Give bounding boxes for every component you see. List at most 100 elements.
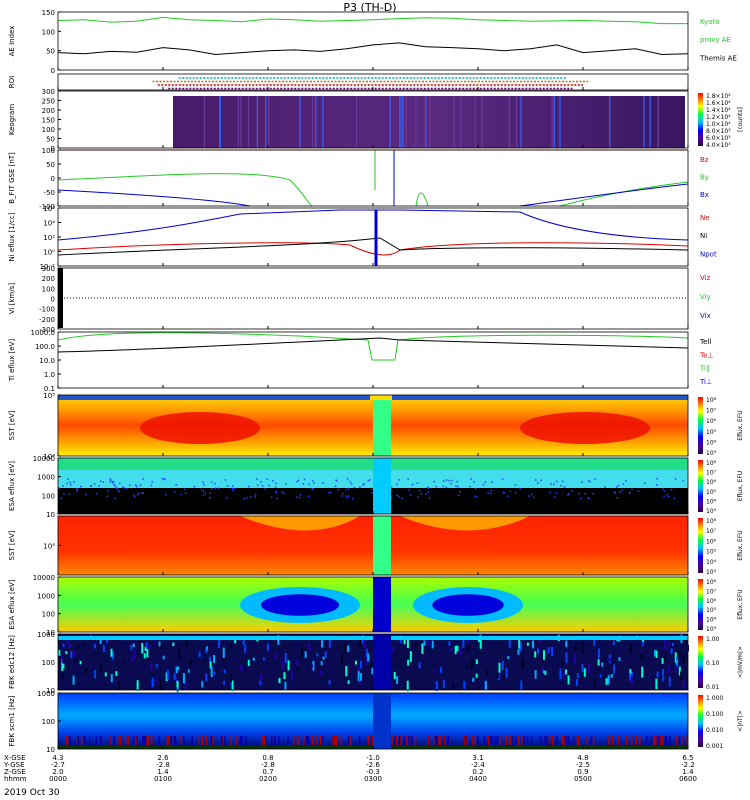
- esa-electron-speckle: [70, 484, 72, 486]
- fbk-e-pixel: [682, 655, 685, 664]
- esa-electron-speckle: [581, 481, 583, 484]
- y-tick-label: 50: [46, 48, 55, 56]
- fbk-e-pixel: [141, 643, 144, 654]
- ae-series-0: [57, 16, 688, 25]
- esa-electron-speckle: [275, 482, 277, 485]
- esa-electron-speckle: [490, 481, 493, 484]
- y-tick-label: 100: [42, 126, 55, 134]
- colorbar-tick: 0.01: [706, 684, 720, 691]
- esa-electron-speckle: [66, 478, 69, 480]
- fbk-e-pixel: [347, 680, 350, 685]
- fbk-b-pixel: [639, 736, 641, 746]
- esa-electron-speckle: [116, 487, 118, 490]
- fbk-e-pixel: [82, 643, 85, 647]
- keogram-streak: [299, 96, 301, 148]
- y-tick-label: -100: [39, 306, 55, 314]
- esa-electron-speckle: [396, 483, 398, 486]
- x-tick-label: 3.1: [472, 754, 483, 762]
- fbk-e-pixel: [184, 680, 187, 690]
- esa-electron-speckle: [619, 491, 621, 493]
- fbk-b-pixel: [505, 736, 508, 746]
- fbk-b-pixel: [235, 736, 237, 746]
- colorbar-esa_e: [698, 460, 703, 512]
- fbk-b-pixel: [119, 736, 121, 746]
- fbk-e-pixel: [534, 651, 537, 658]
- fbk-e-pixel: [287, 660, 290, 671]
- esa-electron-speckle: [549, 491, 551, 494]
- y-tick-label: 10: [46, 511, 55, 519]
- y-tick-label: 10.0: [39, 357, 55, 365]
- x-tick-label: 0500: [574, 775, 592, 783]
- esa-electron-speckle: [484, 481, 486, 483]
- fbk-e-pixel: [439, 667, 442, 673]
- esa-electron-speckle: [330, 491, 332, 493]
- colorbar-tick: 10⁵: [706, 489, 717, 496]
- fbk-e-pixel: [433, 669, 436, 673]
- fbk-e-pixel: [252, 657, 255, 661]
- fbk-e-pixel: [599, 674, 602, 678]
- fbk-b-pixel: [577, 736, 580, 746]
- fbk-e-pixel: [407, 659, 410, 666]
- fbk-b-pixel: [497, 736, 499, 746]
- fbk-b-pixel: [305, 736, 308, 746]
- esa-electron-speckle: [468, 485, 471, 488]
- y-axis-label-roi: ROI: [8, 76, 16, 88]
- fbk-e-pixel: [225, 647, 228, 652]
- esa-electron-speckle: [256, 484, 259, 486]
- fbk-b-pixel: [508, 736, 511, 746]
- fbk-b-pixel: [448, 736, 451, 746]
- fbk-b-pixel: [463, 736, 466, 746]
- esa-electron-speckle: [254, 496, 256, 498]
- fbk-b-pixel: [270, 736, 273, 746]
- fbk-b-pixel: [166, 736, 169, 746]
- y-tick-label: 10⁻²: [40, 263, 56, 271]
- fbk-e-pixel: [61, 655, 64, 663]
- colorbar-tick: 0.100: [706, 711, 723, 718]
- esa-electron-speckle: [425, 493, 427, 495]
- esa-electron-speckle: [99, 480, 102, 482]
- fbk-e-pixel: [208, 656, 211, 661]
- fbk-b-pixel: [191, 736, 194, 746]
- fbk-b-pixel: [678, 736, 681, 746]
- esa-electron-speckle: [180, 493, 182, 496]
- fbk-e-pixel: [104, 672, 107, 677]
- fbk-e-pixel: [278, 678, 281, 684]
- fbk-e-pixel: [283, 672, 286, 680]
- esa-electron-speckle: [589, 480, 591, 483]
- y-axis-label-esa_e: ESA eflux [eV]: [8, 461, 16, 511]
- legend-entry: Ni: [700, 232, 707, 240]
- fbk-e-pixel: [136, 680, 139, 692]
- esa-electron-speckle: [662, 488, 664, 490]
- fbk-e-pixel: [110, 674, 113, 683]
- fbk-e-pixel: [450, 646, 453, 652]
- fbk-b-pixel: [576, 736, 579, 746]
- fbk-b-pixel: [398, 736, 401, 746]
- temperature-tell: [57, 332, 689, 361]
- fbk-e-pixel: [357, 670, 360, 682]
- esa-electron-speckle: [442, 480, 445, 482]
- fbk-b-pixel: [521, 736, 523, 746]
- esa-electron-speckle: [407, 478, 409, 480]
- esa-electron-speckle: [410, 494, 412, 496]
- keogram-streak: [453, 96, 455, 148]
- esa-electron-speckle: [69, 481, 71, 484]
- fbk-e-pixel: [551, 646, 554, 656]
- fbk-e-pixel: [670, 648, 673, 653]
- esa-electron-speckle: [90, 485, 92, 487]
- fbk-e-pixel: [544, 670, 547, 675]
- fbk-b-pixel: [230, 736, 232, 746]
- esa-electron-speckle: [106, 495, 109, 498]
- fbk-b-pixel: [201, 736, 203, 746]
- fbk-e-pixel: [593, 678, 596, 688]
- esa-electron-speckle: [353, 486, 356, 489]
- colorbar-tick: 10⁶: [706, 538, 717, 545]
- fbk-e-pixel: [567, 675, 570, 685]
- colorbar-tick: 10⁷: [706, 470, 717, 477]
- fbk-e-pixel: [442, 680, 445, 689]
- fbk-e-pixel: [472, 677, 475, 682]
- fbk-b-pixel: [540, 736, 542, 746]
- esa-electron-speckle: [298, 496, 301, 499]
- fbk-b-pixel: [408, 736, 410, 746]
- fbk-b-pixel: [100, 736, 102, 746]
- fbk-b-pixel: [136, 736, 139, 746]
